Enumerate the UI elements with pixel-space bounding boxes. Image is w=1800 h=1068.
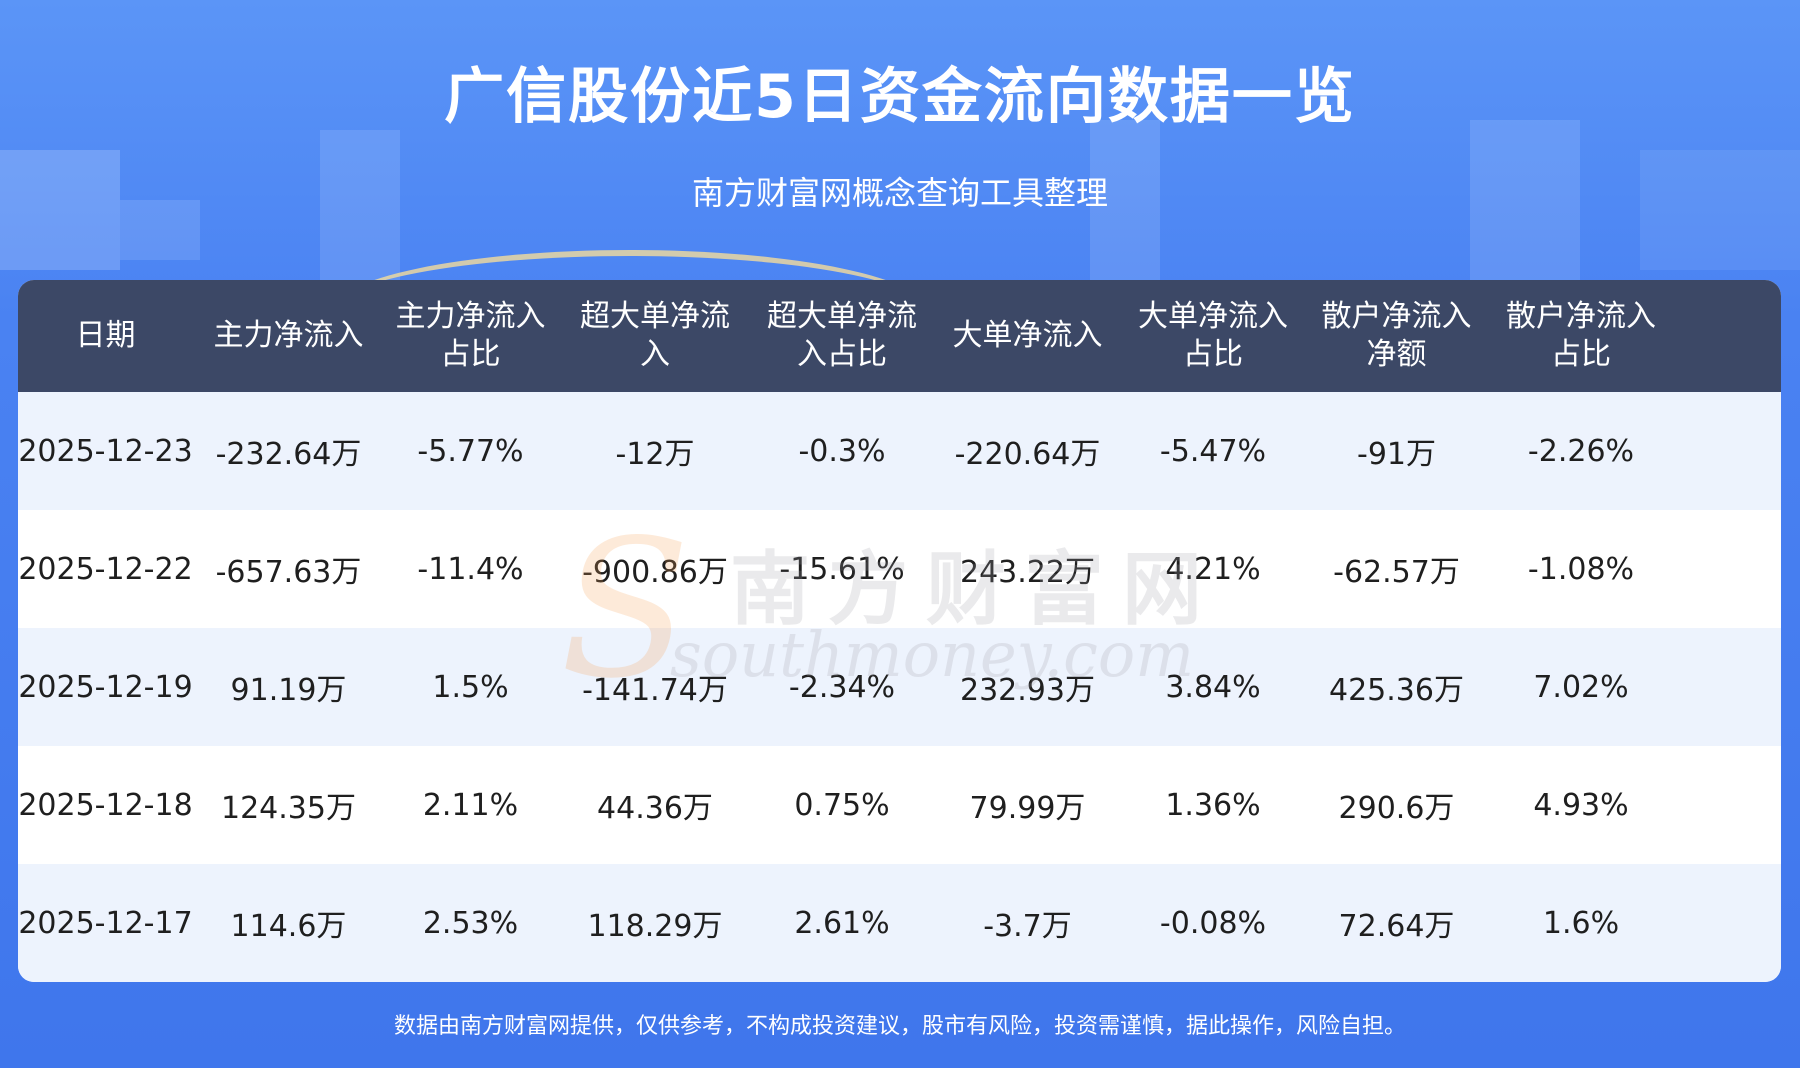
- cell-date: 2025-12-22: [18, 551, 193, 587]
- cell-value: 2.53%: [422, 905, 519, 941]
- cell-value: 4.21%: [1165, 551, 1261, 587]
- header-large-net-inflow: 大单净流入: [952, 318, 1103, 353]
- disclaimer-footer: 数据由南方财富网提供，仅供参考，不构成投资建议，股市有风险，投资需谨慎，据此操作…: [393, 1014, 1406, 1039]
- cell-value: 79.99万: [969, 791, 1086, 826]
- cell-value: -91万: [1357, 437, 1436, 472]
- cell-date: 2025-12-23: [18, 433, 193, 469]
- header-super-large-net-inflow-ratio: 超大单净流入占比: [767, 299, 917, 372]
- cell-value: 425.36万: [1329, 673, 1464, 708]
- table-row: 2025-12-18 124.35万 2.11% 44.36万 0.75% 79…: [18, 746, 1781, 864]
- cell-value: 243.22万: [960, 555, 1095, 590]
- cell-value: 7.02%: [1533, 669, 1629, 705]
- cell-value: -15.61%: [779, 551, 905, 587]
- header-large-net-inflow-ratio: 大单净流入占比: [1138, 299, 1288, 372]
- decor-block: [1090, 120, 1160, 280]
- cell-value: -141.74万: [582, 673, 728, 708]
- header-main-net-inflow-ratio: 主力净流入占比: [395, 299, 546, 372]
- header-date: 日期: [75, 318, 136, 353]
- cell-value: 91.19万: [230, 673, 347, 708]
- cell-value: -0.3%: [798, 433, 886, 469]
- table-row: 2025-12-22 -657.63万 -11.4% -900.86万 -15.…: [18, 510, 1781, 628]
- cell-value: 44.36万: [597, 791, 713, 826]
- table-header-row: 日期 主力净流入 主力净流入占比 超大单净流入 超大单净流入占比 大单净流入 大…: [18, 280, 1781, 392]
- cell-value: 1.5%: [432, 669, 509, 705]
- page-title: 广信股份近5日资金流向数据一览: [444, 62, 1356, 132]
- table-row: 2025-12-19 91.19万 1.5% -141.74万 -2.34% 2…: [18, 628, 1781, 746]
- cell-value: 4.93%: [1533, 787, 1629, 823]
- cell-value: 2.61%: [794, 905, 890, 941]
- cell-value: -11.4%: [417, 551, 524, 587]
- cell-value: -62.57万: [1333, 555, 1460, 590]
- header-retail-net-inflow: 散户净流入净额: [1321, 299, 1472, 372]
- cell-value: 232.93万: [960, 673, 1095, 708]
- cell-value: -3.7万: [983, 909, 1072, 944]
- cell-value: 114.6万: [230, 909, 347, 944]
- cell-value: 290.6万: [1338, 791, 1455, 826]
- cell-value: -1.08%: [1527, 551, 1635, 587]
- decor-arc: [330, 250, 930, 300]
- header-retail-net-inflow-ratio: 散户净流入占比: [1506, 299, 1656, 372]
- decor-block: [1640, 150, 1800, 270]
- background-decoration: [0, 0, 1800, 300]
- fund-flow-table: 日期 主力净流入 主力净流入占比 超大单净流入 超大单净流入占比 大单净流入 大…: [18, 280, 1781, 982]
- cell-value: -12万: [615, 437, 695, 472]
- cell-value: -900.86万: [582, 555, 728, 590]
- cell-value: 118.29万: [587, 909, 723, 944]
- cell-value: -5.47%: [1159, 433, 1267, 469]
- page-subtitle: 南方财富网概念查询工具整理: [691, 174, 1108, 212]
- header-super-large-net-inflow: 超大单净流入: [580, 299, 730, 372]
- cell-value: -2.34%: [788, 669, 896, 705]
- cell-date: 2025-12-18: [18, 787, 193, 823]
- decor-block: [1470, 120, 1580, 280]
- cell-value: 0.75%: [794, 787, 890, 823]
- cell-value: 1.6%: [1542, 905, 1620, 941]
- cell-value: -232.64万: [215, 437, 362, 472]
- table-row: 2025-12-23 -232.64万 -5.77% -12万 -0.3% -2…: [18, 392, 1781, 510]
- cell-date: 2025-12-19: [18, 669, 193, 705]
- cell-value: 1.36%: [1165, 787, 1261, 823]
- cell-date: 2025-12-17: [18, 905, 193, 941]
- header-main-net-inflow: 主力净流入: [213, 318, 364, 353]
- cell-value: 72.64万: [1338, 909, 1455, 944]
- cell-value: -2.26%: [1527, 433, 1635, 469]
- cell-value: 3.84%: [1165, 669, 1261, 705]
- cell-value: -0.08%: [1159, 905, 1267, 941]
- cell-value: -5.77%: [417, 433, 524, 469]
- cell-value: 124.35万: [221, 791, 356, 826]
- cell-value: -220.64万: [954, 437, 1101, 472]
- decor-block: [120, 200, 200, 260]
- decor-block: [0, 150, 120, 270]
- table-row: 2025-12-17 114.6万 2.53% 118.29万 2.61% -3…: [18, 864, 1781, 982]
- decor-block: [320, 130, 400, 290]
- cell-value: 2.11%: [422, 787, 519, 823]
- cell-value: -657.63万: [215, 555, 362, 590]
